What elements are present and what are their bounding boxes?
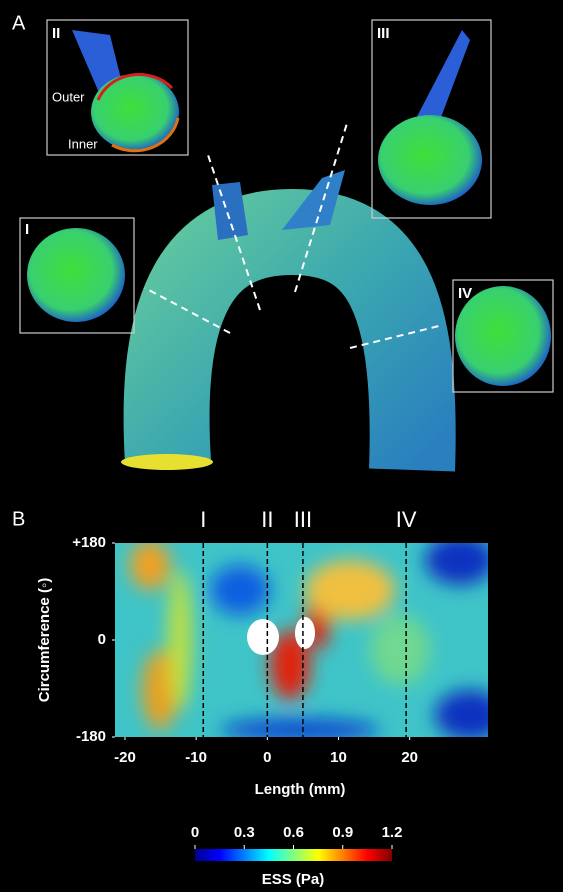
inset-label: II — [52, 25, 60, 42]
section-label: IV — [396, 507, 417, 532]
inset-label: IV — [458, 285, 472, 302]
panel-label: A — [12, 12, 26, 34]
x-axis-label: Length (mm) — [255, 781, 346, 798]
colorbar-tick-label: 0 — [191, 824, 199, 841]
annotation: Inner — [68, 136, 98, 151]
x-tick-label: 0 — [263, 749, 271, 766]
x-tick-label: 20 — [401, 749, 418, 766]
annotation: Outer — [52, 89, 85, 104]
heatmap — [115, 535, 505, 742]
colorbar-tick-label: 0.9 — [332, 824, 353, 841]
x-tick-label: -20 — [114, 749, 136, 766]
figure: A I II Outer Inner III IV B Length (mm) … — [0, 0, 563, 892]
aorta — [121, 170, 413, 470]
y-tick-label: +180 — [72, 534, 106, 551]
section-label: III — [294, 507, 312, 532]
y-tick-label: 0 — [98, 631, 106, 648]
section-label: I — [200, 507, 206, 532]
colorbar-tick-label: 0.6 — [283, 824, 304, 841]
section-label: II — [261, 507, 273, 532]
y-axis-label: Circumference (◦) — [36, 578, 53, 703]
section-iii — [378, 115, 482, 205]
x-tick-label: 10 — [330, 749, 347, 766]
colorbar-tick-label: 0.3 — [234, 824, 255, 841]
colorbar — [195, 849, 392, 861]
section-i — [27, 228, 125, 322]
inset-label: III — [377, 25, 390, 42]
x-tick-label: -10 — [185, 749, 207, 766]
inset-label: I — [25, 221, 29, 238]
colorbar-tick-label: 1.2 — [382, 824, 403, 841]
panel-label: B — [12, 508, 25, 530]
y-tick-label: -180 — [76, 728, 106, 745]
section-iii-branch — [410, 30, 470, 130]
colorbar-label: ESS (Pa) — [262, 871, 325, 888]
